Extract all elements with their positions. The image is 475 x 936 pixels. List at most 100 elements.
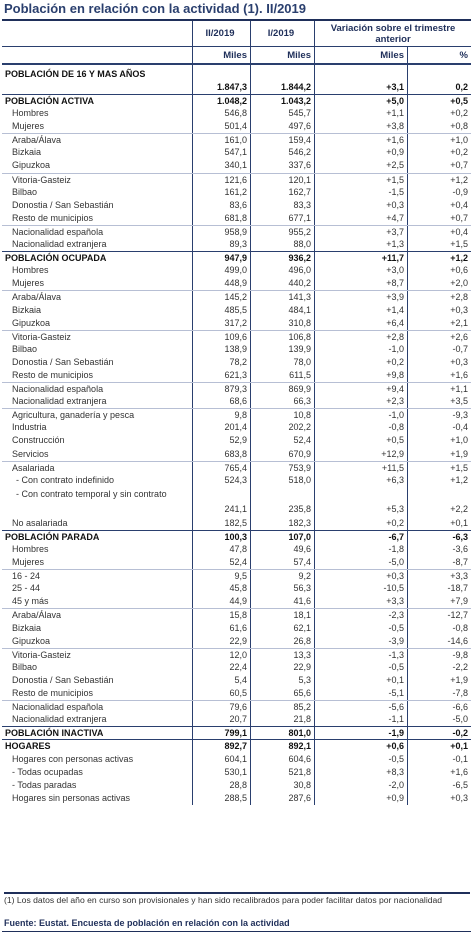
row-value-q2-2019: 530,1 <box>192 765 250 779</box>
row-label: Mujeres <box>12 278 45 289</box>
row-label: Vitoria-Gasteiz <box>12 331 71 342</box>
table-row: Resto de municipios 681,8 677,1 +4,7 +0,7 <box>2 211 471 225</box>
row-variation-abs: +0,1 <box>314 673 407 688</box>
row-variation-pct: +0,4 <box>407 225 471 239</box>
table-row: - Con contrato temporal y sin contrato 24… <box>2 486 471 517</box>
row-variation-pct: -12,7 <box>407 609 471 622</box>
row-variation-abs: +0,6 <box>314 740 407 753</box>
row-value-q1-2019: 56,3 <box>250 582 314 596</box>
row-value-q1-2019: 159,4 <box>250 134 314 147</box>
table-row: Bizkaia 61,6 62,1 -0,5 -0,8 <box>2 621 471 635</box>
table-row: Servicios 683,8 670,9 +12,9 +1,9 <box>2 447 471 461</box>
row-label: Gipuzkoa <box>12 160 51 171</box>
row-label: Araba/Álava <box>12 135 62 146</box>
row-value-q2-2019: 765,4 <box>192 461 250 474</box>
row-value-q2-2019: 9,8 <box>192 409 250 422</box>
table-row: - Todas ocupadas 530,1 521,8 +8,3 +1,6 <box>2 765 471 779</box>
row-value-q1-2019: 497,6 <box>250 120 314 134</box>
row-variation-abs: +3,9 <box>314 291 407 304</box>
row-label: Industria <box>12 422 47 433</box>
row-value-q2-2019: 22,4 <box>192 660 250 674</box>
row-variation-abs: +3,1 <box>314 65 407 94</box>
table-row: Nacionalidad española 958,9 955,2 +3,7 +0,4 <box>2 224 471 239</box>
row-variation-pct: +2,8 <box>407 291 471 304</box>
row-label: Servicios <box>12 448 49 459</box>
row-variation-abs: -1,0 <box>314 342 407 356</box>
table-row: Donostia / San Sebastián 78,2 78,0 +0,2 +0,3 <box>2 355 471 369</box>
table-row: Hogares con personas activas 604,1 604,6 -0… <box>2 752 471 766</box>
row-value-q2-2019: 100,3 <box>192 530 250 543</box>
row-variation-pct: -9,8 <box>407 648 471 661</box>
row-variation-pct: +3,3 <box>407 570 471 583</box>
row-label: Donostia / San Sebastián <box>12 674 114 685</box>
row-variation-pct: -0,4 <box>407 421 471 435</box>
table-row: POBLACIÓN OCUPADA 947,9 936,2 +11,7 +1,2 <box>2 251 471 265</box>
row-value-q1-2019: 107,0 <box>250 530 314 543</box>
table-row: 45 y más 44,9 41,6 +3,3 +7,9 <box>2 595 471 609</box>
row-value-q1-2019: 182,3 <box>250 516 314 530</box>
table-row: Nacionalidad extranjera 68,6 66,3 +2,3 +3,5 <box>2 395 471 409</box>
row-variation-abs: +2,3 <box>314 395 407 409</box>
row-value-q1-2019: 88,0 <box>250 238 314 252</box>
table-row: Araba/Álava 145,2 141,3 +3,9 +2,8 <box>2 290 471 304</box>
row-label: Hombres <box>12 108 49 119</box>
row-variation-abs: +0,3 <box>314 198 407 212</box>
row-variation-abs: +11,7 <box>314 252 407 265</box>
row-label: POBLACIÓN DE 16 Y MAS AÑOS <box>5 69 146 79</box>
table-row: Donostia / San Sebastián 83,6 83,3 +0,3 +0,4 <box>2 198 471 212</box>
row-label: Bilbao <box>12 186 38 197</box>
row-value-q2-2019: 20,7 <box>192 713 250 727</box>
row-value-q1-2019: 936,2 <box>250 252 314 265</box>
row-value-q1-2019: 141,3 <box>250 291 314 304</box>
row-variation-pct: +2,1 <box>407 316 471 330</box>
row-label: HOGARES <box>5 741 51 752</box>
row-value-q2-2019: 138,9 <box>192 342 250 356</box>
row-value-q2-2019: 547,1 <box>192 146 250 160</box>
row-value-q2-2019: 681,8 <box>192 211 250 225</box>
row-variation-pct: +1,6 <box>407 765 471 779</box>
row-variation-pct: +0,3 <box>407 355 471 369</box>
row-variation-pct: +0,5 <box>407 95 471 108</box>
row-label: Araba/Álava <box>12 292 62 303</box>
row-variation-pct: +1,2 <box>407 473 471 487</box>
row-variation-pct: -5,0 <box>407 713 471 727</box>
row-value-q1-2019: 869,9 <box>250 383 314 396</box>
row-label: Agricultura, ganadería y pesca <box>12 410 135 421</box>
row-variation-pct: +1,5 <box>407 238 471 252</box>
row-variation-pct: +2,0 <box>407 277 471 291</box>
row-label: - Todas ocupadas <box>12 766 83 777</box>
row-variation-abs: +1,4 <box>314 303 407 317</box>
table-row: Resto de municipios 621,3 611,5 +9,8 +1,6 <box>2 368 471 383</box>
row-label: Vitoria-Gasteiz <box>12 649 71 660</box>
row-value-q2-2019: 340,1 <box>192 159 250 173</box>
row-value-q2-2019: 201,4 <box>192 421 250 435</box>
row-value-q2-2019: 28,8 <box>192 778 250 792</box>
row-variation-pct: -0,1 <box>407 752 471 766</box>
row-variation-abs: +11,5 <box>314 461 407 474</box>
row-label: POBLACIÓN ACTIVA <box>5 96 94 106</box>
row-variation-pct: -14,6 <box>407 634 471 648</box>
row-label: Nacionalidad extranjera <box>12 396 107 407</box>
source-note: Fuente: Eustat. Encuesta de población en… <box>4 918 290 928</box>
row-label: - Todas paradas <box>12 779 77 790</box>
table-row: Hogares sin personas activas 288,5 287,6 +0… <box>2 791 471 805</box>
page-title: Población en relación con la actividad (… <box>4 1 306 16</box>
table-row: Nacionalidad española 879,3 869,9 +9,4 +1,1 <box>2 382 471 396</box>
row-value-q1-2019: 65,6 <box>250 687 314 701</box>
row-label: Mujeres <box>12 121 45 132</box>
row-value-q1-2019: 85,2 <box>250 701 314 714</box>
row-value-q2-2019: 1.048,2 <box>192 95 250 108</box>
row-value-q1-2019: 892,1 <box>250 740 314 753</box>
row-value-q1-2019: 677,1 <box>250 211 314 225</box>
table-row: POBLACIÓN ACTIVA 1.048,2 1.043,2 +5,0 +0,5 <box>2 94 471 108</box>
row-variation-abs: -10,5 <box>314 582 407 596</box>
row-variation-abs: +5,0 <box>314 95 407 108</box>
row-value-q1-2019: 18,1 <box>250 609 314 622</box>
table-row: Nacionalidad extranjera 89,3 88,0 +1,3 +1,5 <box>2 238 471 252</box>
row-label: Bilbao <box>12 343 38 354</box>
table-row: Mujeres 448,9 440,2 +8,7 +2,0 <box>2 277 471 291</box>
row-variation-abs: -2,3 <box>314 609 407 622</box>
row-value-q2-2019: 524,3 <box>192 473 250 487</box>
table-row: Gipuzkoa 22,9 26,8 -3,9 -14,6 <box>2 634 471 648</box>
row-variation-pct: +0,1 <box>407 516 471 530</box>
